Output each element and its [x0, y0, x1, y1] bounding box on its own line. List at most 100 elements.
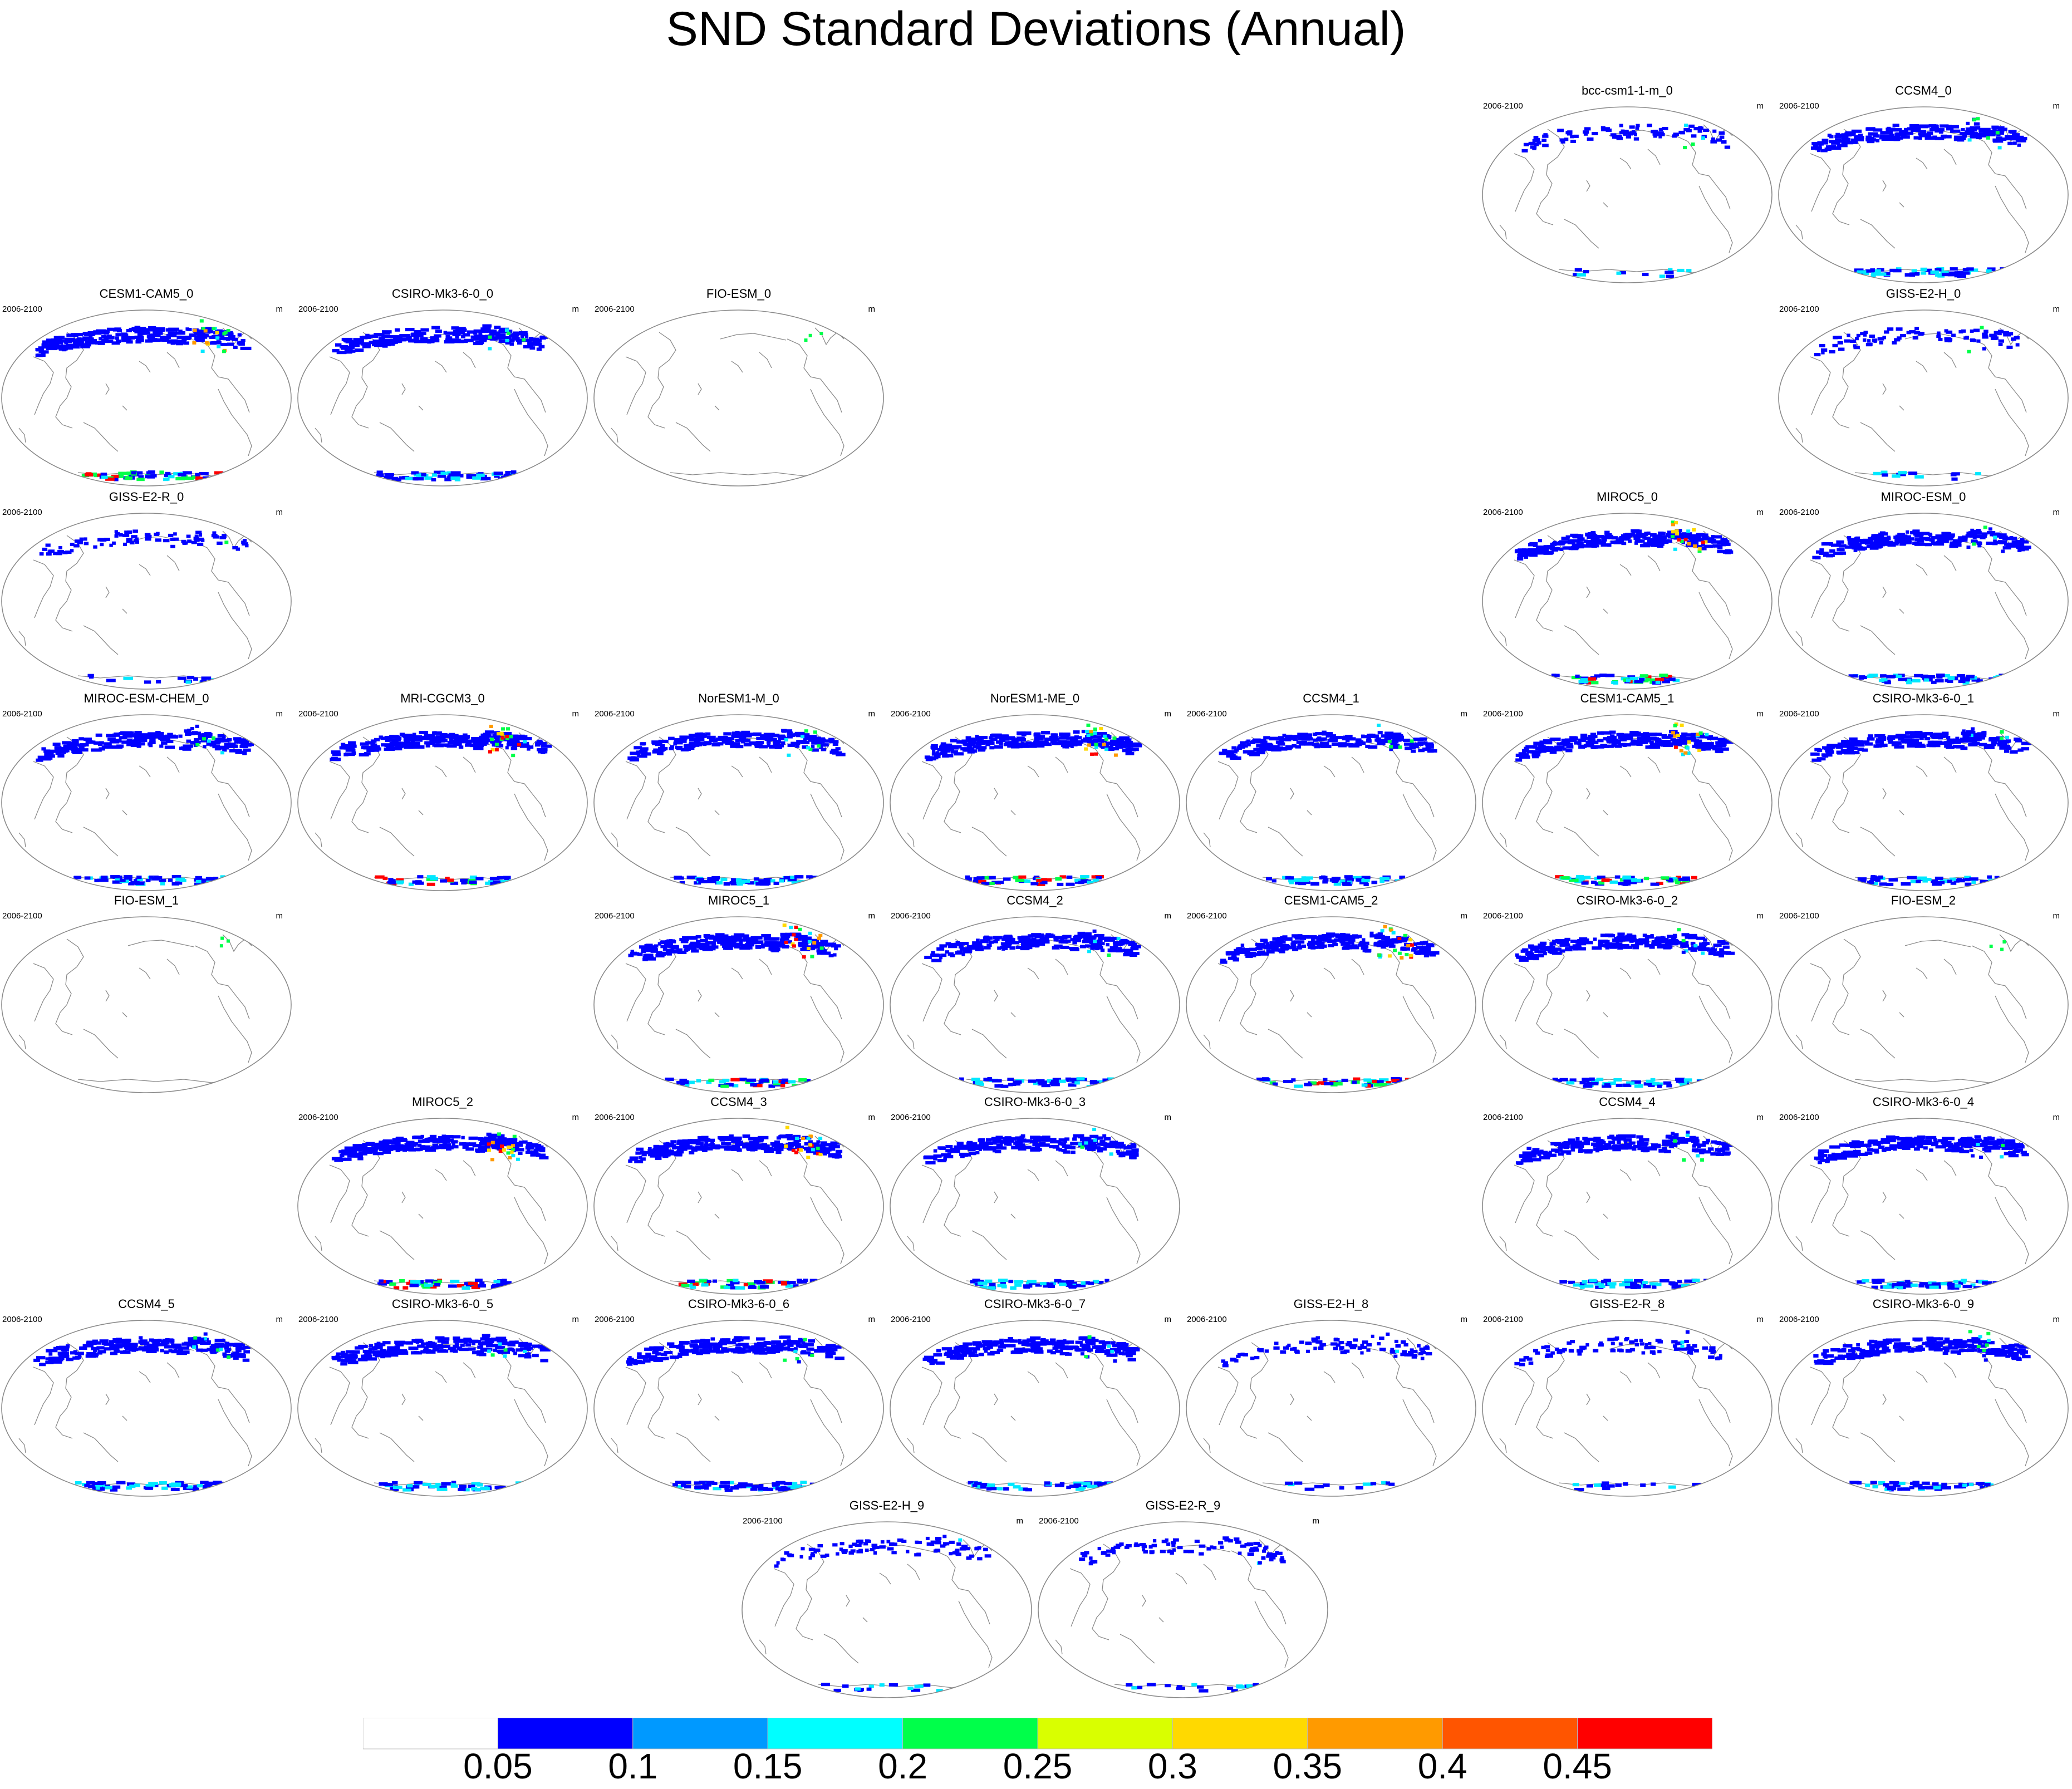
panel-units-label: m	[1756, 101, 1764, 111]
panel-model-name: FIO-ESM_2	[1891, 893, 1956, 907]
panel-period-label: 2006-2100	[1483, 911, 1523, 921]
panel-model-name: NorESM1-M_0	[698, 691, 779, 705]
panel-map	[1778, 309, 2069, 486]
colorbar-tick-label: 0.15	[733, 1746, 803, 1786]
panel-units-label: m	[2053, 1113, 2060, 1122]
map-panel: bcc-csm1-1-m_0 2006-2100 m	[1481, 83, 1774, 284]
panel-map	[1, 513, 292, 690]
panel-units-label: m	[2053, 911, 2060, 921]
panel-period-label: 2006-2100	[298, 1315, 338, 1324]
panel-period-label: 2006-2100	[1187, 709, 1227, 719]
panel-units-label: m	[572, 1315, 580, 1324]
panel-period-label: 2006-2100	[595, 709, 635, 719]
panel-model-name: CESM1-CAM5_2	[1284, 893, 1378, 907]
colorbar-tick-label: 0.4	[1417, 1746, 1467, 1786]
panel-map	[1, 309, 292, 486]
panel-model-name: GISS-E2-R_9	[1145, 1498, 1221, 1512]
panel-period-label: 2006-2100	[1779, 1113, 1819, 1122]
colorbar-tick-label: 0.1	[608, 1746, 658, 1786]
map-panel: CCSM4_1 2006-2100 m	[1185, 691, 1477, 892]
panel-units-label: m	[1312, 1516, 1320, 1526]
panel-period-label: 2006-2100	[1779, 911, 1819, 921]
colorbar-swatch	[497, 1718, 634, 1749]
colorbar	[363, 1718, 1712, 1749]
panel-model-name: CCSM4_3	[710, 1095, 767, 1109]
panel-units-label: m	[1460, 709, 1468, 719]
map-panel: MIROC-ESM-CHEM_0 2006-2100 m	[0, 691, 293, 892]
panel-model-name: FIO-ESM_1	[114, 893, 179, 907]
panel-period-label: 2006-2100	[595, 911, 635, 921]
panel-model-name: CSIRO-Mk3-6-0_0	[391, 287, 494, 301]
panel-period-label: 2006-2100	[1483, 1315, 1523, 1324]
panel-map	[1482, 916, 1773, 1093]
panel-units-label: m	[2053, 1315, 2060, 1324]
map-panel: CCSM4_4 2006-2100 m	[1481, 1095, 1774, 1295]
panel-model-name: CSIRO-Mk3-6-0_1	[1872, 691, 1975, 705]
panel-model-name: CSIRO-Mk3-6-0_4	[1872, 1095, 1975, 1109]
panel-map	[1778, 513, 2069, 690]
page-title: SND Standard Deviations (Annual)	[666, 2, 1406, 56]
panel-map	[1186, 714, 1476, 891]
panel-model-name: CCSM4_1	[1303, 691, 1359, 705]
panel-units-label: m	[1756, 508, 1764, 517]
map-panel: CESM1-CAM5_0 2006-2100 m	[0, 287, 293, 487]
panel-model-name: GISS-E2-H_9	[849, 1498, 925, 1512]
colorbar-swatch	[1442, 1718, 1578, 1749]
panel-units-label: m	[1164, 1315, 1172, 1324]
panel-period-label: 2006-2100	[595, 304, 635, 314]
panel-map	[1778, 1320, 2069, 1497]
map-panel: CSIRO-Mk3-6-0_3 2006-2100 m	[888, 1095, 1181, 1295]
map-panel: GISS-E2-R_0 2006-2100 m	[0, 490, 293, 690]
panel-model-name: MIROC-ESM-CHEM_0	[84, 691, 209, 705]
panel-units-label: m	[276, 709, 283, 719]
map-panel: NorESM1-ME_0 2006-2100 m	[888, 691, 1181, 892]
panel-map	[1, 1320, 292, 1497]
panel-units-label: m	[2053, 709, 2060, 719]
panel-period-label: 2006-2100	[1483, 508, 1523, 517]
map-panel: CSIRO-Mk3-6-0_4 2006-2100 m	[1777, 1095, 2070, 1295]
panel-map	[297, 714, 588, 891]
panel-model-name: CCSM4_2	[1006, 893, 1063, 907]
panel-period-label: 2006-2100	[1483, 709, 1523, 719]
panel-units-label: m	[1756, 709, 1764, 719]
panel-model-name: CCSM4_0	[1895, 83, 1952, 97]
panel-model-name: GISS-E2-R_8	[1589, 1297, 1665, 1311]
panel-period-label: 2006-2100	[595, 1315, 635, 1324]
map-panel: FIO-ESM_1 2006-2100 m	[0, 893, 293, 1094]
panel-model-name: CSIRO-Mk3-6-0_3	[984, 1095, 1086, 1109]
map-panel: FIO-ESM_2 2006-2100 m	[1777, 893, 2070, 1094]
panel-period-label: 2006-2100	[891, 911, 931, 921]
panel-units-label: m	[1756, 1113, 1764, 1122]
panel-model-name: CSIRO-Mk3-6-0_2	[1576, 893, 1678, 907]
panel-map	[890, 916, 1180, 1093]
panel-map	[1482, 106, 1773, 283]
panel-units-label: m	[1164, 709, 1172, 719]
panel-model-name: CSIRO-Mk3-6-0_7	[984, 1297, 1086, 1311]
panel-units-label: m	[276, 508, 283, 517]
map-panel: CSIRO-Mk3-6-0_1 2006-2100 m	[1777, 691, 2070, 892]
panel-map	[593, 916, 884, 1093]
panel-units-label: m	[572, 304, 580, 314]
panel-model-name: GISS-E2-H_8	[1293, 1297, 1369, 1311]
map-panel: CSIRO-Mk3-6-0_9 2006-2100 m	[1777, 1297, 2070, 1497]
panel-map	[593, 1320, 884, 1497]
panel-period-label: 2006-2100	[1039, 1516, 1079, 1526]
map-panel: NorESM1-M_0 2006-2100 m	[592, 691, 885, 892]
panel-map	[297, 1118, 588, 1295]
panel-map	[1, 916, 292, 1093]
map-panel: MIROC5_1 2006-2100 m	[592, 893, 885, 1094]
panel-map	[297, 1320, 588, 1497]
panel-model-name: MRI-CGCM3_0	[400, 691, 485, 705]
map-panel: CESM1-CAM5_1 2006-2100 m	[1481, 691, 1774, 892]
colorbar-swatch	[1577, 1718, 1712, 1749]
panel-period-label: 2006-2100	[2, 911, 42, 921]
colorbar-swatch	[363, 1718, 498, 1749]
panel-units-label: m	[868, 304, 876, 314]
panel-units-label: m	[1016, 1516, 1024, 1526]
panel-period-label: 2006-2100	[2, 304, 42, 314]
panel-period-label: 2006-2100	[2, 508, 42, 517]
panel-map	[1778, 1118, 2069, 1295]
colorbar-swatch	[902, 1718, 1038, 1749]
panel-map	[593, 714, 884, 891]
panel-units-label: m	[868, 1113, 876, 1122]
